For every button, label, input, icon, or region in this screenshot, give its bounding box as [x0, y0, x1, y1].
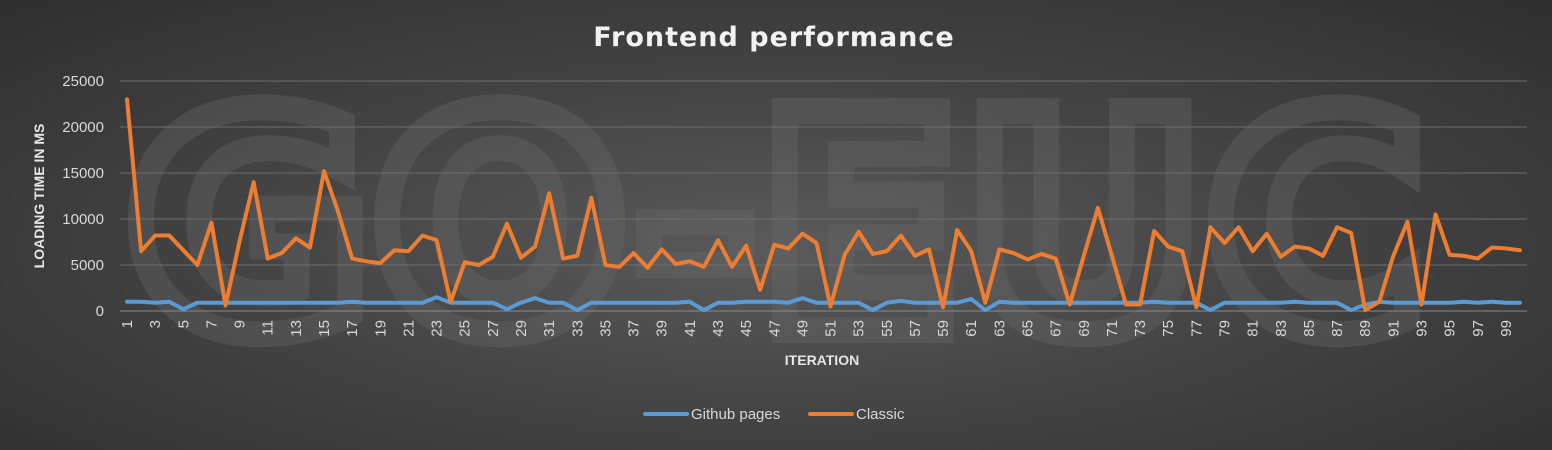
legend-label-github-pages: Github pages	[691, 406, 780, 423]
x-tick-label: 61	[963, 320, 980, 337]
x-tick-label: 1	[119, 320, 136, 328]
x-tick-label: 93	[1413, 320, 1430, 337]
x-tick-label: 31	[541, 320, 558, 337]
series-line-github-pages	[125, 295, 1522, 313]
x-tick-label: 21	[400, 320, 417, 337]
x-tick-label: 73	[1132, 320, 1149, 337]
x-tick-label: 91	[1385, 320, 1402, 337]
x-tick-label: 67	[1048, 320, 1065, 337]
x-tick-label: 9	[232, 320, 249, 328]
x-tick-label: 63	[991, 320, 1008, 337]
y-tick-label: 25000	[62, 73, 104, 90]
x-tick-label: 5	[175, 320, 192, 328]
x-tick-label: 69	[1076, 320, 1093, 337]
x-tick-label: 53	[851, 320, 868, 337]
x-tick-label: 35	[597, 320, 614, 337]
x-tick-label: 41	[682, 320, 699, 337]
x-tick-label: 17	[344, 320, 361, 337]
x-tick-label: 81	[1245, 320, 1262, 337]
x-tick-label: 87	[1329, 320, 1346, 337]
x-tick-label: 57	[907, 320, 924, 337]
x-tick-label: 83	[1273, 320, 1290, 337]
x-tick-label: 59	[935, 320, 952, 337]
x-tick-label: 7	[203, 320, 220, 328]
x-tick-label: 55	[879, 320, 896, 337]
x-tick-label: 33	[569, 320, 586, 337]
x-tick-label: 19	[372, 320, 389, 337]
x-axis-title: ITERATION	[785, 352, 859, 368]
x-tick-label: 89	[1357, 320, 1374, 337]
x-tick-label: 95	[1442, 320, 1459, 337]
x-tick-label: 71	[1104, 320, 1121, 337]
x-tick-label: 39	[654, 320, 671, 337]
x-tick-label: 49	[794, 320, 811, 337]
x-tick-label: 27	[485, 320, 502, 337]
series-lines	[125, 97, 1522, 313]
y-tick-label: 0	[96, 303, 104, 320]
x-tick-label: 29	[513, 320, 530, 337]
y-axis-title: LOADING TIME IN MS	[31, 124, 47, 269]
y-tick-label: 10000	[62, 211, 104, 228]
x-tick-label: 25	[457, 320, 474, 337]
x-tick-label: 97	[1470, 320, 1487, 337]
x-tick-label: 45	[738, 320, 755, 337]
y-tick-label: 15000	[62, 165, 104, 182]
x-tick-label: 13	[288, 320, 305, 337]
x-tick-label: 75	[1160, 320, 1177, 337]
x-tick-label: 3	[147, 320, 164, 328]
x-tick-label: 77	[1188, 320, 1205, 337]
series-line-classic	[125, 97, 1522, 313]
watermark-logo: GO-EUC	[126, 52, 1426, 401]
y-axis-ticks: 0 5000 10000 15000 20000 25000	[62, 73, 104, 320]
x-tick-label: 37	[626, 320, 643, 337]
y-tick-label: 20000	[62, 119, 104, 136]
legend-label-classic: Classic	[856, 406, 905, 423]
x-tick-label: 11	[260, 320, 277, 336]
legend: Github pages Classic	[643, 406, 905, 423]
x-axis-ticks: 1 3 5 7 9 11 13 15 17 19 21 23 25 27 29 31 33 35 37 39 41 43 4…	[119, 320, 1515, 337]
x-tick-label: 47	[766, 320, 783, 337]
gridlines	[120, 80, 1527, 312]
chart-title: Frontend performance	[593, 22, 954, 53]
x-tick-label: 99	[1498, 320, 1515, 337]
x-tick-label: 79	[1216, 320, 1233, 337]
x-tick-label: 23	[429, 320, 446, 337]
x-tick-label: 65	[1020, 320, 1037, 337]
x-tick-label: 85	[1301, 320, 1318, 337]
x-tick-label: 51	[823, 320, 840, 337]
x-tick-label: 15	[316, 320, 333, 337]
x-tick-label: 43	[710, 320, 727, 337]
y-tick-label: 5000	[71, 257, 104, 274]
